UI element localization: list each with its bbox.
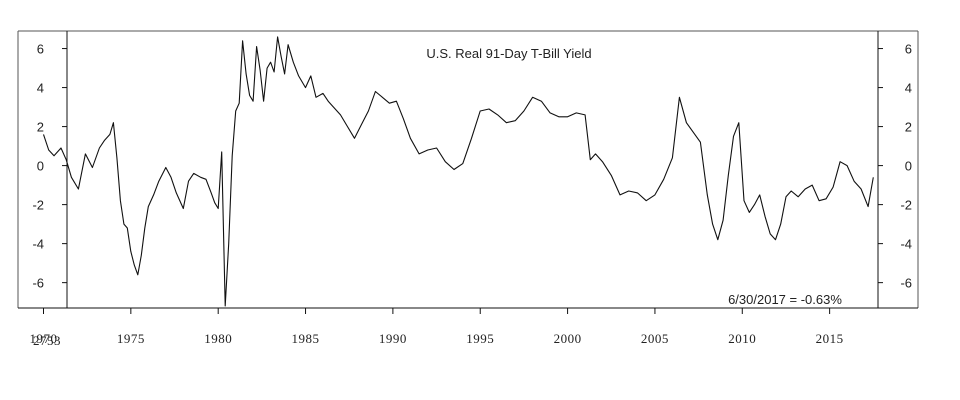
x-tick-label: 2010 bbox=[728, 331, 756, 346]
chart-title: U.S. Real 91-Day T-Bill Yield bbox=[426, 46, 591, 61]
y-tick-label-right: -4 bbox=[900, 237, 912, 252]
ticks-layer: 6 6 4 4 2 2 0 0 -2 -2 -4 -4 -6 -6 1970 1975 1980 1985 1990… bbox=[29, 42, 912, 346]
y-tick-label-left: 2 bbox=[37, 120, 44, 135]
plot-frame bbox=[17, 30, 919, 309]
x-tick-label: 1990 bbox=[379, 331, 407, 346]
x-tick-label: 2005 bbox=[641, 331, 669, 346]
y-tick-label-right: 0 bbox=[905, 159, 912, 174]
y-tick-label-left: 4 bbox=[37, 81, 44, 96]
latest-value-annotation: 6/30/2017 = -0.63% bbox=[728, 292, 842, 307]
y-tick-label-left: 6 bbox=[37, 42, 44, 57]
y-tick-label-right: 2 bbox=[905, 120, 912, 135]
y-tick-label-left: -4 bbox=[32, 237, 44, 252]
x-tick-label: 1995 bbox=[466, 331, 494, 346]
y-tick-label-right: 6 bbox=[905, 42, 912, 57]
x-tick-label: 1980 bbox=[204, 331, 232, 346]
y-tick-label-left: -6 bbox=[32, 276, 44, 291]
x-tick-label: 2000 bbox=[554, 331, 582, 346]
y-tick-label-right: -2 bbox=[900, 198, 912, 213]
series-layer bbox=[42, 36, 874, 307]
x-tick-label: 1985 bbox=[292, 331, 320, 346]
y-tick-label-left: -2 bbox=[32, 198, 44, 213]
x-tick-label: 1975 bbox=[117, 331, 145, 346]
y-tick-label-right: 4 bbox=[905, 81, 912, 96]
x-tick-label: 2015 bbox=[816, 331, 844, 346]
y-tick-label-left: 0 bbox=[37, 159, 44, 174]
y-tick-label-right: -6 bbox=[900, 276, 912, 291]
corner-label: 2753 bbox=[33, 333, 61, 348]
x-tick-label: 1970 bbox=[29, 331, 57, 346]
series-line bbox=[42, 36, 874, 307]
